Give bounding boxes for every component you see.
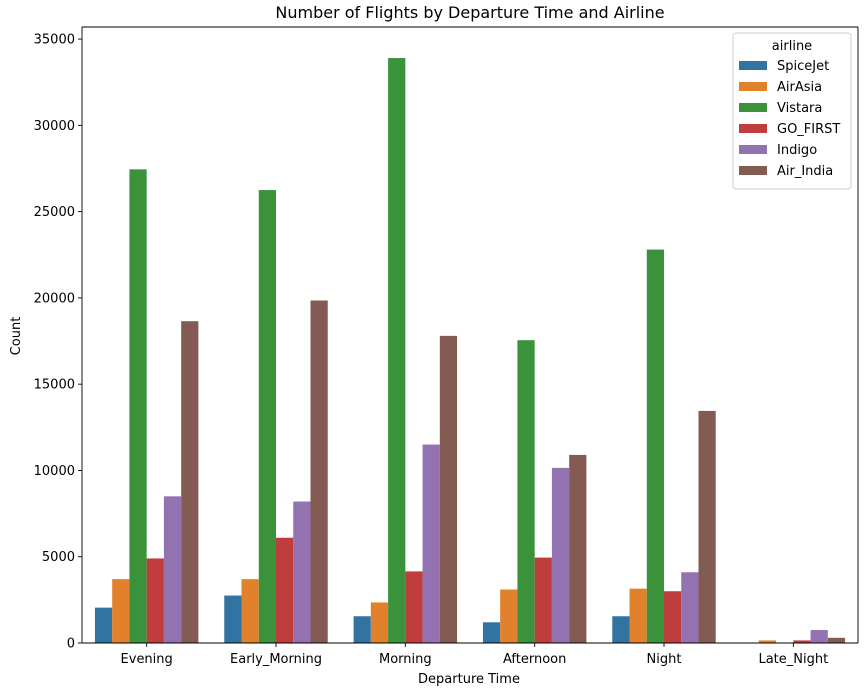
legend-swatch bbox=[739, 103, 767, 112]
bar-airasia-night bbox=[629, 588, 647, 643]
x-tick-label: Afternoon bbox=[503, 652, 566, 667]
y-tick-label: 25000 bbox=[34, 205, 75, 220]
bar-spicejet-morning bbox=[353, 616, 371, 643]
x-tick-label: Evening bbox=[121, 652, 173, 667]
bar-go-first-morning bbox=[405, 571, 423, 643]
bar-vistara-morning bbox=[388, 58, 406, 644]
bar-indigo-early-morning bbox=[293, 501, 311, 643]
bar-spicejet-night bbox=[612, 616, 630, 643]
y-tick-label: 0 bbox=[67, 637, 75, 652]
bar-indigo-afternoon bbox=[551, 467, 570, 643]
y-axis-ticks: 0 5000 10000 15000 20000 25000 30000 35000 bbox=[34, 33, 82, 652]
legend-swatch bbox=[739, 145, 767, 154]
legend-swatch bbox=[739, 124, 767, 133]
legend-swatch bbox=[739, 82, 767, 91]
chart-title: Number of Flights by Departure Time and … bbox=[275, 3, 664, 22]
x-axis-label: Departure Time bbox=[418, 672, 520, 687]
bar-vistara-night bbox=[646, 249, 664, 643]
y-tick-label: 15000 bbox=[34, 378, 75, 393]
y-tick-label: 5000 bbox=[42, 550, 75, 565]
bar-air-india-evening bbox=[181, 321, 199, 643]
bar-air-india-afternoon bbox=[569, 454, 587, 643]
legend: airline SpiceJet AirAsia Vistara GO_FIRST Ind… bbox=[732, 32, 852, 190]
bar-vistara-evening bbox=[129, 169, 147, 643]
bar-air-india-night bbox=[698, 410, 716, 643]
x-axis-ticks: Evening Early_Morning Morning Afternoon Nigh… bbox=[121, 643, 828, 667]
legend-label: AirAsia bbox=[777, 80, 822, 95]
bar-go-first-late-night bbox=[793, 640, 811, 643]
bar-airasia-evening bbox=[112, 579, 130, 643]
legend-swatch bbox=[739, 166, 767, 175]
bar-spicejet-early-morning bbox=[224, 595, 242, 643]
legend-title: airline bbox=[772, 39, 812, 54]
x-tick-label: Night bbox=[647, 652, 682, 667]
bar-go-first-evening bbox=[146, 558, 164, 643]
x-tick-label: Morning bbox=[379, 652, 432, 667]
bar-go-first-night bbox=[664, 591, 682, 643]
legend-swatch bbox=[739, 61, 767, 70]
legend-label: SpiceJet bbox=[777, 59, 829, 74]
bar-indigo-night bbox=[681, 572, 699, 643]
legend-label: GO_FIRST bbox=[777, 122, 840, 137]
bar-vistara-early-morning bbox=[258, 190, 276, 643]
y-axis-label: Count bbox=[9, 317, 24, 356]
bar-vistara-afternoon bbox=[517, 340, 535, 643]
x-tick-label: Late_Night bbox=[758, 652, 828, 667]
y-tick-label: 30000 bbox=[34, 119, 75, 134]
bars bbox=[94, 58, 846, 644]
bar-indigo-morning bbox=[422, 444, 440, 643]
bar-indigo-evening bbox=[163, 496, 182, 643]
bar-spicejet-afternoon bbox=[482, 622, 501, 643]
bar-air-india-morning bbox=[439, 335, 458, 643]
bar-go-first-afternoon bbox=[534, 557, 552, 643]
bar-air-india-late-night bbox=[827, 637, 846, 643]
bar-indigo-late-night bbox=[810, 630, 828, 643]
legend-label: Air_India bbox=[777, 164, 833, 179]
bar-air-india-early-morning bbox=[310, 300, 328, 643]
legend-label: Indigo bbox=[777, 143, 817, 158]
bar-spicejet-evening bbox=[94, 607, 113, 643]
bar-go-first-early-morning bbox=[276, 537, 294, 643]
bar-airasia-late-night bbox=[758, 640, 777, 643]
y-tick-label: 35000 bbox=[34, 33, 75, 48]
bar-airasia-morning bbox=[370, 602, 389, 643]
x-tick-label: Early_Morning bbox=[230, 652, 322, 667]
bar-airasia-early-morning bbox=[241, 579, 259, 643]
legend-label: Vistara bbox=[777, 101, 822, 116]
bar-airasia-afternoon bbox=[500, 589, 518, 643]
y-tick-label: 20000 bbox=[34, 291, 75, 306]
y-tick-label: 10000 bbox=[34, 464, 75, 479]
